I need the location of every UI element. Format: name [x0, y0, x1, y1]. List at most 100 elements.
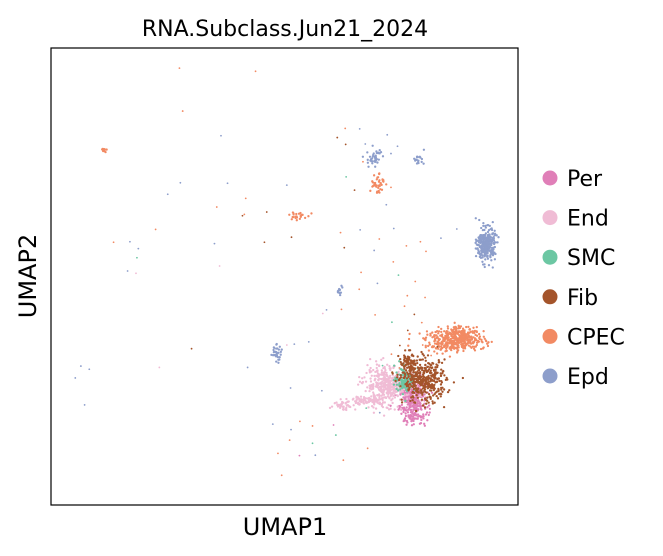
data-point [428, 343, 431, 346]
data-point [451, 342, 454, 345]
data-point [414, 380, 417, 384]
data-point [314, 454, 317, 457]
data-point [480, 251, 484, 254]
data-point [425, 250, 427, 253]
data-point [409, 381, 412, 384]
data-point [271, 423, 274, 426]
data-point [366, 363, 369, 367]
data-point [468, 341, 471, 344]
data-point [377, 158, 380, 161]
data-point [374, 165, 377, 168]
data-point [392, 260, 395, 263]
data-point [421, 393, 424, 396]
data-point [368, 384, 371, 387]
data-point [406, 294, 409, 297]
data-point [393, 364, 396, 367]
data-point [419, 156, 422, 159]
data-point [381, 385, 385, 388]
data-point [366, 447, 369, 450]
data-point [478, 237, 481, 241]
data-point [427, 401, 430, 404]
data-point [285, 184, 288, 187]
data-point [431, 378, 434, 382]
data-point [372, 391, 375, 394]
data-point [371, 162, 374, 165]
data-point [367, 398, 371, 402]
data-point [398, 344, 401, 347]
data-point [491, 254, 495, 257]
data-point [377, 379, 380, 382]
data-point [414, 363, 417, 367]
data-point [406, 372, 410, 376]
data-point [473, 345, 476, 348]
data-point [386, 375, 389, 378]
data-point [103, 149, 106, 152]
y-axis-label: UMAP2 [14, 234, 42, 318]
data-point [374, 181, 377, 185]
data-point [397, 371, 400, 374]
data-point [461, 327, 465, 330]
cluster-end-2 [328, 400, 357, 412]
data-point [421, 377, 424, 380]
data-point [381, 178, 384, 181]
data-point [446, 378, 449, 381]
data-point [434, 366, 437, 369]
data-point [467, 339, 470, 342]
data-point [450, 349, 453, 352]
data-point [396, 405, 399, 408]
data-point [293, 343, 296, 346]
data-point [366, 397, 369, 400]
data-point [482, 330, 485, 333]
data-point [410, 424, 414, 427]
data-point [345, 397, 348, 401]
data-point [423, 406, 427, 409]
data-point [277, 348, 281, 351]
data-point [429, 380, 432, 383]
data-point [486, 342, 489, 345]
data-point [386, 363, 389, 366]
data-point [428, 411, 431, 414]
data-point [440, 379, 443, 383]
data-point [373, 374, 376, 378]
data-point [490, 239, 493, 242]
data-point [348, 405, 351, 408]
data-point [342, 405, 345, 408]
data-point [436, 364, 439, 367]
data-point [377, 394, 381, 397]
data-point [436, 347, 440, 350]
data-point [361, 377, 364, 380]
data-point [424, 385, 427, 388]
data-point [409, 399, 412, 403]
data-point [254, 70, 257, 73]
data-point [454, 325, 457, 329]
data-point [426, 365, 429, 369]
data-point [129, 240, 131, 243]
data-point [407, 374, 410, 378]
data-point [464, 333, 468, 336]
data-point [496, 241, 499, 244]
data-point [451, 331, 455, 334]
data-point [377, 186, 380, 189]
data-point [385, 406, 388, 409]
data-point [474, 217, 477, 220]
data-point [412, 423, 415, 426]
data-point [415, 414, 418, 417]
data-point [481, 260, 484, 263]
data-point [379, 387, 383, 390]
data-point [353, 189, 356, 192]
data-point [462, 347, 465, 350]
data-point [399, 407, 403, 411]
data-point [426, 396, 429, 399]
data-point [407, 414, 410, 417]
data-point [415, 155, 419, 159]
data-point [383, 365, 386, 369]
cluster-cpec-1 [443, 321, 481, 348]
data-point [154, 228, 157, 231]
data-point [399, 361, 402, 364]
data-point [438, 345, 441, 348]
data-point [483, 240, 486, 243]
data-point [358, 380, 362, 383]
data-point [290, 218, 293, 221]
data-point [482, 224, 485, 227]
data-point [488, 234, 491, 238]
